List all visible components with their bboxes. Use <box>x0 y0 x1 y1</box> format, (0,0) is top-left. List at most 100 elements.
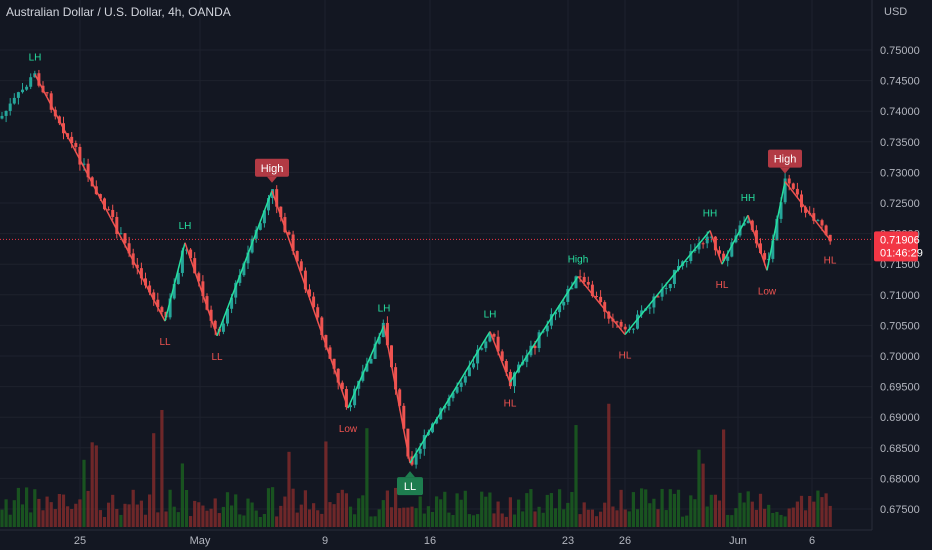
volume-bar <box>476 514 480 527</box>
candle-body <box>258 223 262 230</box>
candle-body <box>361 371 365 381</box>
candle-body <box>299 261 303 271</box>
price-tick-label: 0.74000 <box>880 106 920 118</box>
volume-bar <box>398 508 402 527</box>
candle-body <box>500 351 504 362</box>
candle-body <box>238 275 242 283</box>
candle-body <box>418 448 422 454</box>
candle-body <box>4 110 8 116</box>
candle-body <box>718 250 721 254</box>
candle-body <box>394 367 398 390</box>
candle-body <box>508 371 512 387</box>
candle-body <box>221 323 225 332</box>
candle-body <box>303 270 307 290</box>
volume-bar <box>787 508 791 527</box>
time-tick-label: May <box>190 535 211 547</box>
candle-body <box>275 189 279 207</box>
volume-bar <box>152 433 156 527</box>
candle-body <box>82 163 86 165</box>
candle-body <box>197 273 201 282</box>
swing-label: HL <box>619 351 632 362</box>
volume-bar <box>467 514 471 527</box>
exchange-label: OANDA <box>188 5 231 19</box>
candle-body <box>783 178 787 203</box>
volume-bar <box>816 490 820 527</box>
volume-bar <box>705 506 709 527</box>
volume-bar <box>107 502 111 527</box>
volume-bar <box>143 514 148 527</box>
candle-body <box>98 194 102 199</box>
volume-bar <box>435 496 439 527</box>
low-label-pointer <box>405 471 415 478</box>
candle-body <box>484 341 488 349</box>
volume-bar <box>570 492 574 527</box>
candle-body <box>340 382 344 390</box>
candle-body <box>701 243 705 245</box>
volume-bar <box>529 489 533 527</box>
volume-bar <box>508 497 512 527</box>
volume-bar <box>250 502 254 527</box>
volume-bar <box>164 511 168 527</box>
price-tick-label: 0.71500 <box>880 259 920 271</box>
volume-bar <box>447 512 451 527</box>
swing-label: High <box>774 154 797 166</box>
high-label-pointer <box>780 167 790 174</box>
candle-body <box>103 198 106 210</box>
volume-bar <box>681 516 685 527</box>
volume-bar <box>307 509 312 527</box>
candle-body <box>631 328 635 330</box>
volume-bar <box>389 507 394 527</box>
swing-label: LH <box>484 310 497 321</box>
price-tick-label: 0.72500 <box>880 198 920 210</box>
candle-body <box>295 251 299 262</box>
candle-body <box>672 269 676 285</box>
candle-body <box>86 163 90 178</box>
candle-body <box>705 236 709 244</box>
candle-body <box>226 308 229 324</box>
volume-bar <box>369 516 373 527</box>
zigzag-segment <box>784 181 831 241</box>
volume-bar <box>8 514 12 527</box>
volume-bar <box>517 499 521 527</box>
volume-bar <box>611 506 615 527</box>
volume-bar <box>271 487 275 527</box>
time-axis[interactable]: 25 May 9 16 23 26 Jun 6 <box>74 535 815 547</box>
volume-bar <box>201 505 205 527</box>
candle-body <box>37 73 41 86</box>
candle-body <box>29 77 33 87</box>
candle-body <box>566 289 570 302</box>
volume-bar <box>672 493 676 527</box>
zigzag-segment <box>184 242 218 337</box>
low-label-box <box>397 477 423 496</box>
volume-bar <box>176 512 180 527</box>
volume-bar <box>627 511 631 527</box>
volume-bar <box>295 512 299 527</box>
candle-body <box>558 305 562 313</box>
volume-bar <box>29 512 33 527</box>
volume-bar <box>320 513 324 527</box>
candle-body <box>152 292 156 300</box>
volume-bar <box>0 509 4 527</box>
volume-bar <box>799 495 804 527</box>
volume-bar <box>184 489 189 527</box>
swing-labels: LH LL LH LL High Low LH LL LH HL High HL HH HL HH Low Hi… <box>29 52 837 496</box>
volume-bar <box>406 507 410 527</box>
candle-body <box>623 326 627 330</box>
volume-bar <box>49 502 53 527</box>
candle-body <box>648 307 652 309</box>
volume-bar <box>726 514 730 527</box>
volume-bar <box>488 492 492 527</box>
volume-bar <box>779 514 783 527</box>
volume-bar <box>33 489 37 527</box>
volume-bar <box>74 503 78 527</box>
candle-body <box>234 282 238 298</box>
high-label-box <box>255 158 289 177</box>
price-tick-label: 0.73500 <box>880 137 920 149</box>
interval-label: 4h <box>168 5 182 19</box>
candle-body <box>267 198 270 211</box>
candle-body <box>599 296 603 303</box>
candle-body <box>492 334 496 337</box>
volume-bar <box>603 502 607 527</box>
swing-label: LH <box>179 221 192 232</box>
